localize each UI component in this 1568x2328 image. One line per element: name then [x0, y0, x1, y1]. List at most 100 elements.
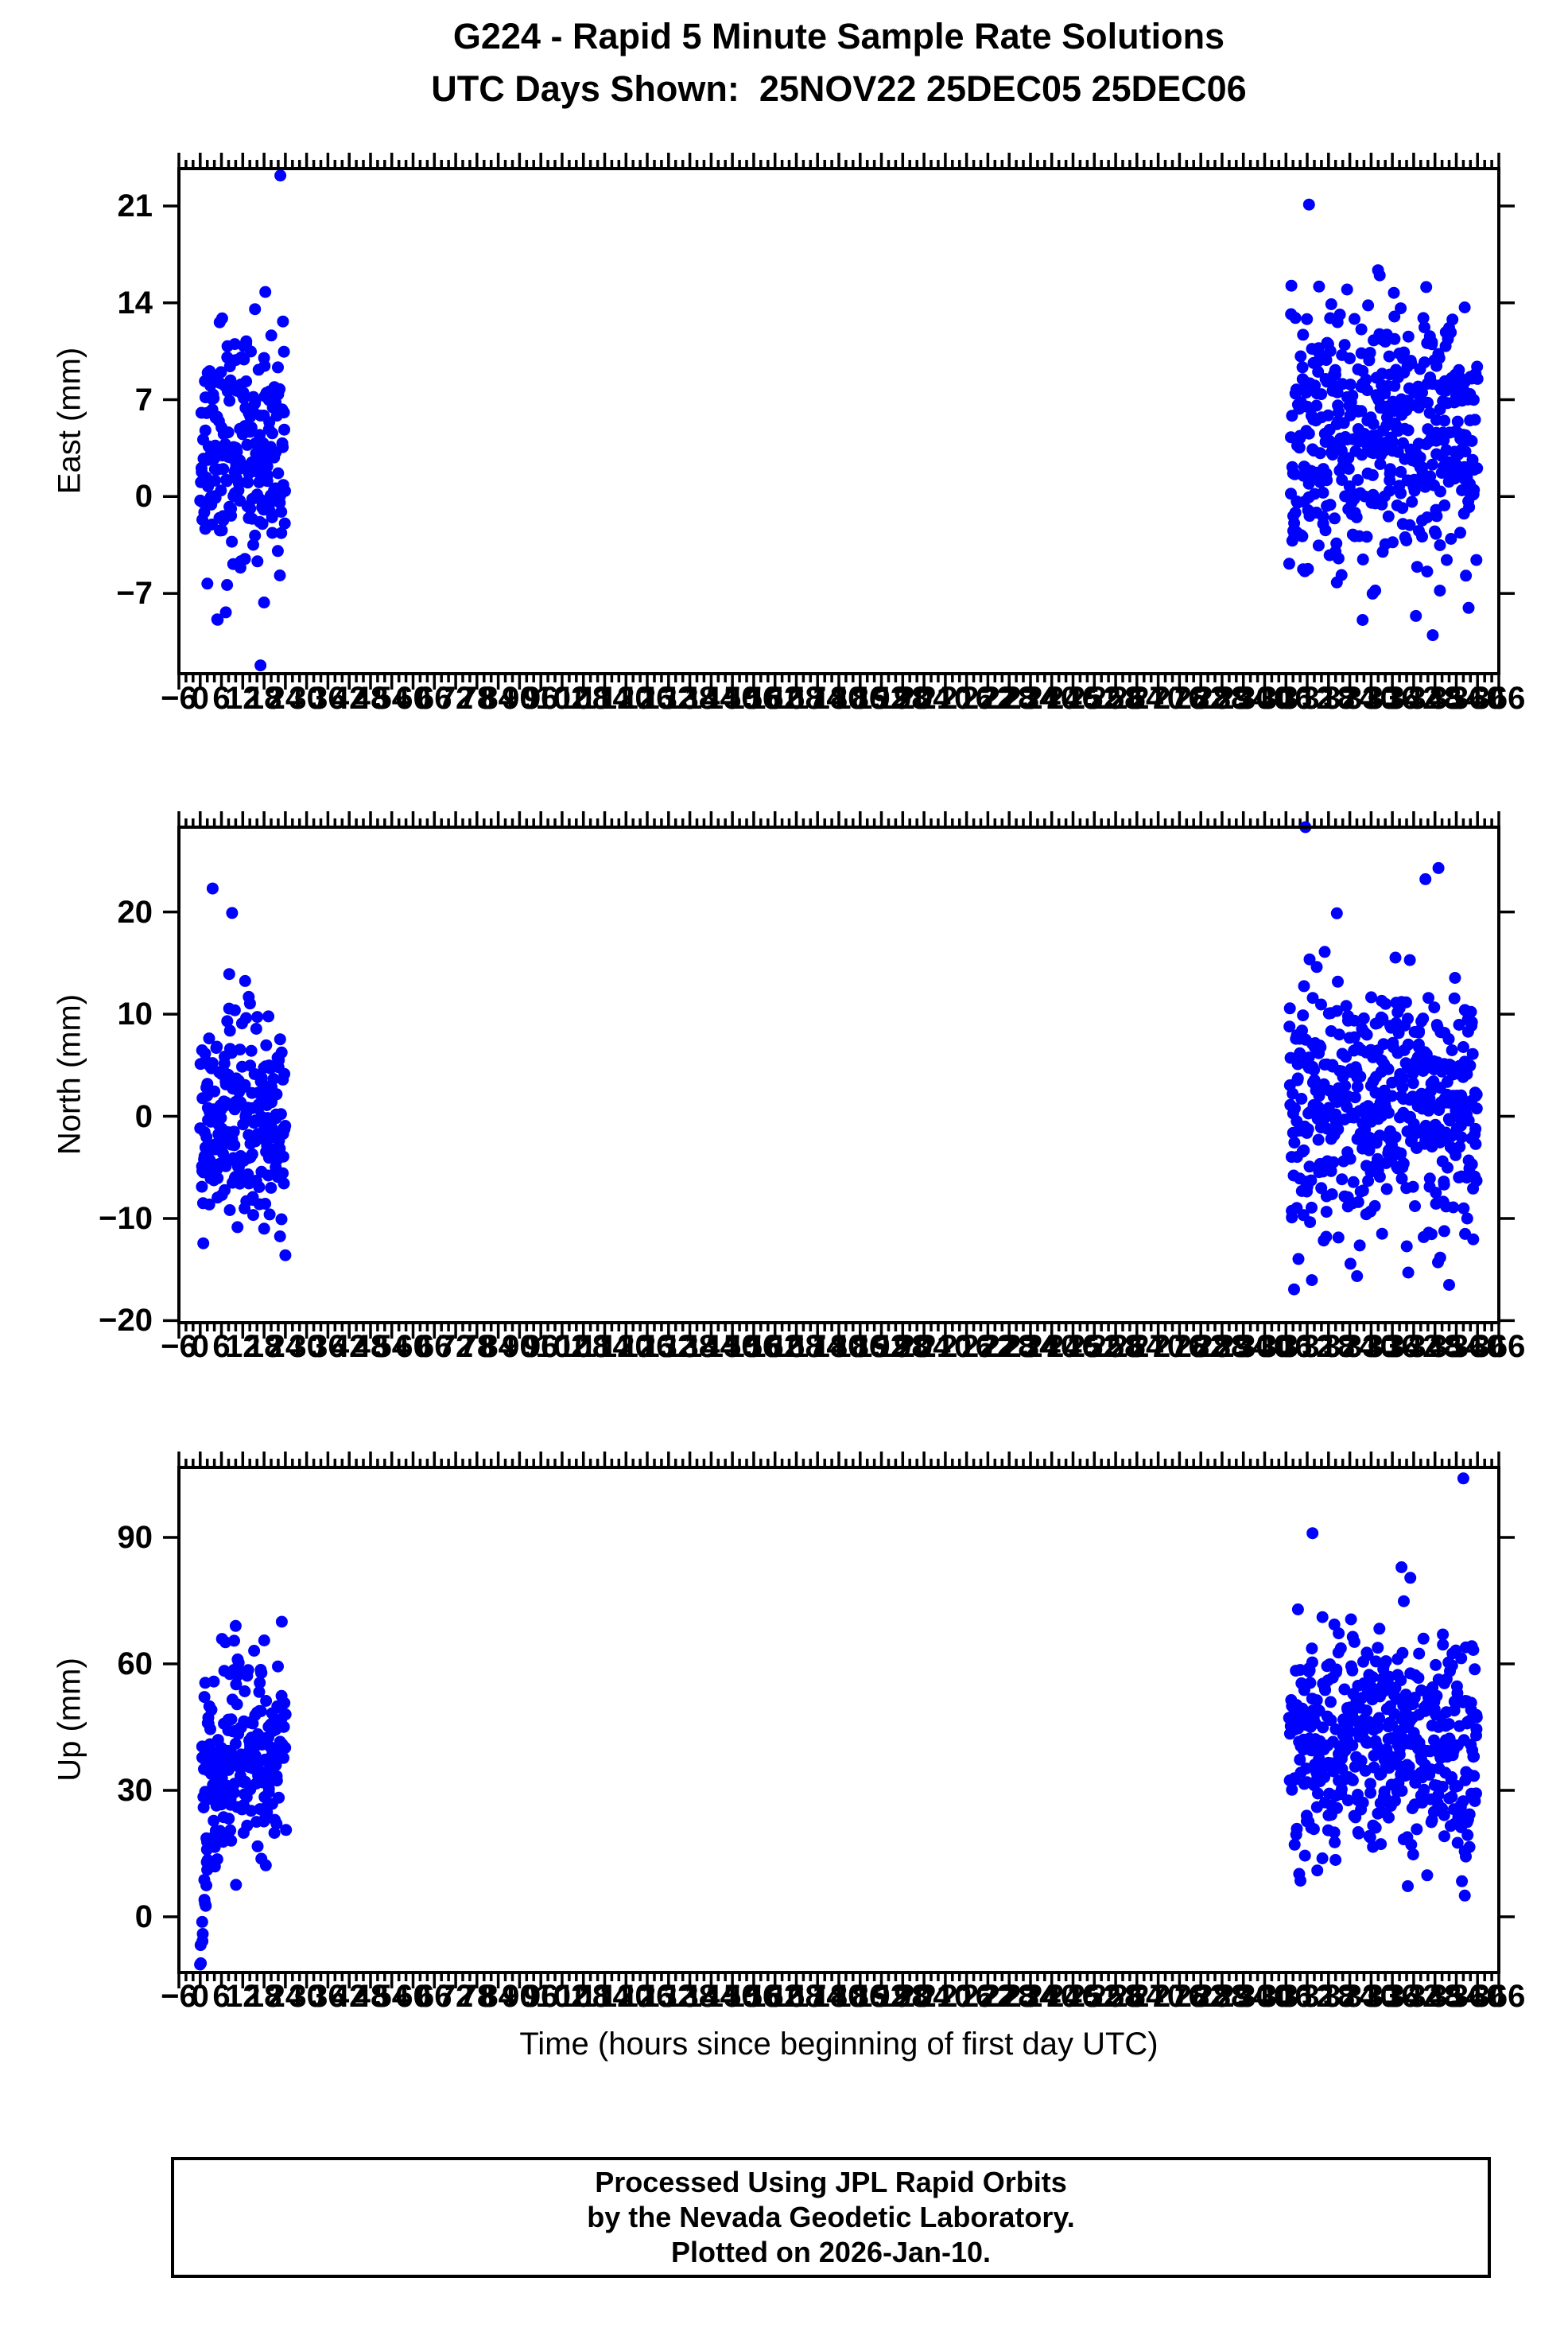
- data-point: [1459, 445, 1472, 458]
- data-point: [1312, 1101, 1325, 1113]
- data-point: [1382, 1106, 1395, 1119]
- data-point: [228, 1139, 241, 1152]
- data-point: [260, 1039, 273, 1051]
- data-point: [1374, 458, 1387, 470]
- data-point: [1465, 1158, 1478, 1171]
- data-point: [243, 997, 256, 1010]
- data-point: [1365, 991, 1377, 1004]
- x-tick-label: 18: [246, 1329, 282, 1364]
- data-point: [267, 1073, 280, 1085]
- x-tick-label: 6: [212, 1329, 231, 1364]
- data-point: [1346, 1664, 1359, 1677]
- data-point: [1354, 1071, 1367, 1083]
- data-point: [1308, 1074, 1321, 1086]
- data-point: [1383, 1811, 1395, 1824]
- data-point: [1396, 1081, 1409, 1094]
- data-point: [1285, 431, 1297, 444]
- x-tick-label: 60: [395, 1329, 431, 1364]
- data-point: [272, 467, 285, 480]
- x-tick-label: 54: [374, 681, 409, 716]
- data-point: [1336, 1173, 1349, 1186]
- data-point: [1387, 436, 1399, 449]
- data-point: [1316, 1611, 1329, 1623]
- data-point: [1389, 1794, 1401, 1807]
- data-point: [1469, 1795, 1481, 1807]
- data-point: [1458, 1889, 1471, 1902]
- data-point: [1341, 283, 1353, 296]
- data-point: [1335, 569, 1348, 581]
- data-point: [250, 1023, 262, 1035]
- data-point: [270, 1817, 283, 1830]
- x-tick-label: 342: [1387, 1979, 1441, 2014]
- data-point: [278, 1123, 291, 1136]
- x-tick-label: 174: [790, 681, 844, 716]
- data-point: [1468, 1770, 1481, 1782]
- data-point: [1471, 360, 1484, 373]
- data-point: [231, 1221, 244, 1234]
- x-tick-label: 180: [812, 1329, 866, 1364]
- data-point: [1288, 1283, 1300, 1296]
- data-point: [1357, 1012, 1370, 1024]
- data-point: [1461, 1212, 1473, 1225]
- data-point: [1325, 1714, 1337, 1727]
- x-tick-label: 276: [1153, 1329, 1206, 1364]
- data-point: [258, 1222, 270, 1235]
- data-point: [1449, 972, 1461, 984]
- data-point: [278, 1720, 290, 1733]
- x-tick-label: 96: [522, 1329, 559, 1364]
- data-point: [265, 1182, 278, 1194]
- data-point: [1470, 554, 1483, 566]
- data-point: [1288, 1838, 1301, 1851]
- data-point: [1426, 629, 1439, 642]
- x-tick-label: 276: [1153, 681, 1206, 716]
- data-point: [1418, 1783, 1430, 1796]
- data-point: [261, 475, 274, 488]
- data-point: [1362, 299, 1375, 312]
- x-tick-label: 54: [374, 1329, 409, 1364]
- data-point: [1298, 1849, 1311, 1862]
- data-point: [239, 974, 251, 987]
- data-point: [226, 535, 239, 548]
- data-point: [1467, 394, 1480, 406]
- data-point: [1292, 1253, 1305, 1265]
- data-point: [1361, 384, 1374, 397]
- x-tick-label: 132: [642, 681, 696, 716]
- data-point: [1396, 1646, 1409, 1659]
- data-point: [1380, 1655, 1392, 1668]
- data-point: [1298, 1144, 1310, 1156]
- data-point: [241, 1669, 254, 1682]
- data-point: [1333, 1627, 1345, 1640]
- data-point: [1336, 1763, 1349, 1775]
- data-point: [1399, 996, 1412, 1009]
- x-tick-label: 150: [705, 1979, 759, 2014]
- x-tick-label: 24: [267, 1979, 304, 2014]
- data-point: [272, 1660, 284, 1673]
- data-point: [219, 606, 232, 619]
- data-point: [1402, 1012, 1414, 1025]
- data-point: [1416, 461, 1429, 474]
- x-tick-label: 246: [1046, 1329, 1100, 1364]
- x-tick-label: 114: [579, 1979, 631, 2014]
- data-point: [1425, 1228, 1438, 1241]
- x-tick-label: 300: [1238, 1979, 1291, 2014]
- data-point: [272, 361, 284, 374]
- data-point: [1360, 373, 1372, 386]
- data-point: [1324, 344, 1337, 357]
- data-point: [1446, 1044, 1458, 1056]
- data-point: [266, 527, 278, 539]
- data-point: [229, 1738, 242, 1750]
- x-tick-label: 162: [748, 681, 802, 716]
- data-point: [1302, 1123, 1314, 1136]
- data-point: [206, 882, 219, 895]
- x-tick-label: 60: [395, 1979, 431, 2014]
- x-tick-label: 48: [352, 1979, 389, 2014]
- data-point: [221, 1015, 234, 1028]
- x-tick-label: 126: [620, 1979, 674, 2014]
- data-point: [1454, 527, 1466, 539]
- data-point: [1395, 487, 1407, 499]
- data-point: [1290, 383, 1302, 396]
- data-point: [1353, 1239, 1366, 1252]
- data-point: [1457, 1041, 1469, 1053]
- x-tick-label: 114: [579, 1329, 631, 1364]
